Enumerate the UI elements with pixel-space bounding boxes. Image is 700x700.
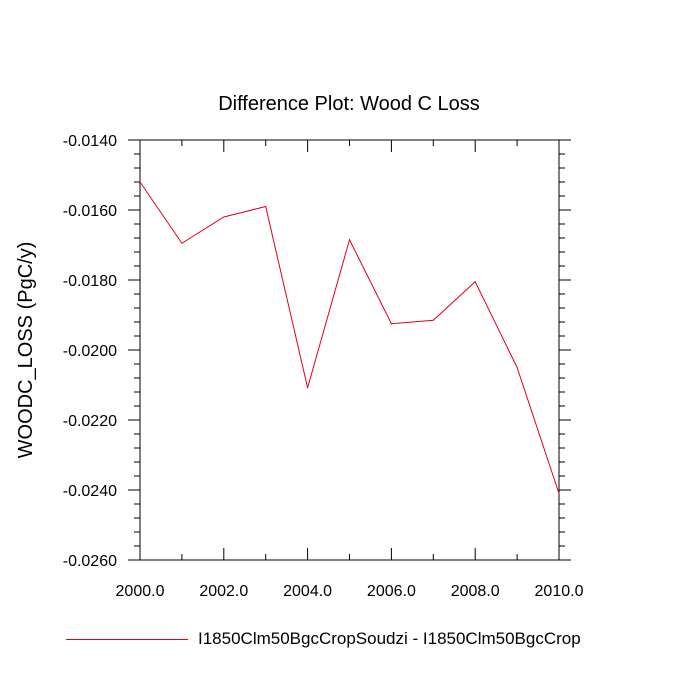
y-tick-label: -0.0140 [63, 133, 117, 150]
x-tick-label: 2006.0 [367, 583, 416, 600]
data-point [181, 242, 183, 244]
data-point [265, 206, 267, 207]
legend-label: I1850Clm50BgcCropSoudzi - I1850Clm50BgcC… [198, 629, 581, 648]
data-point [474, 281, 476, 283]
data-point [390, 323, 392, 325]
axis-ticks: 2000.0 2002.0 2004.0 2006.0 2008.0 2010.0 -0.0… [63, 133, 584, 600]
y-tick-label: -0.0160 [63, 203, 117, 220]
data-point [516, 367, 518, 368]
data-point [349, 239, 350, 241]
y-tick-label: -0.0240 [63, 483, 117, 500]
chart-title: Difference Plot: Wood C Loss [218, 93, 480, 115]
x-tick-label: 2000.0 [116, 583, 165, 600]
x-tick-label: 2008.0 [451, 583, 500, 600]
y-tick-label: -0.0180 [63, 273, 117, 290]
data-point [558, 493, 560, 494]
x-tick-label: 2004.0 [283, 583, 332, 600]
y-tick-label: -0.0260 [63, 553, 117, 570]
legend: I1850Clm50BgcCropSoudzi - I1850Clm50BgcC… [66, 627, 581, 651]
data-point [139, 181, 141, 183]
plot-frame [139, 139, 560, 561]
series-layer [139, 181, 560, 494]
data-point [223, 216, 225, 218]
y-tick-label: -0.0200 [63, 343, 117, 360]
legend-line-swatch [66, 638, 188, 640]
data-point [307, 387, 309, 389]
y-axis-label: WOODC_LOSS (PgC/y) [15, 242, 37, 459]
y-tick-label: -0.0220 [63, 413, 117, 430]
x-tick-label: 2002.0 [199, 583, 248, 600]
x-tick-label: 2010.0 [535, 583, 584, 600]
data-point [432, 319, 434, 321]
series-line [139, 181, 560, 494]
